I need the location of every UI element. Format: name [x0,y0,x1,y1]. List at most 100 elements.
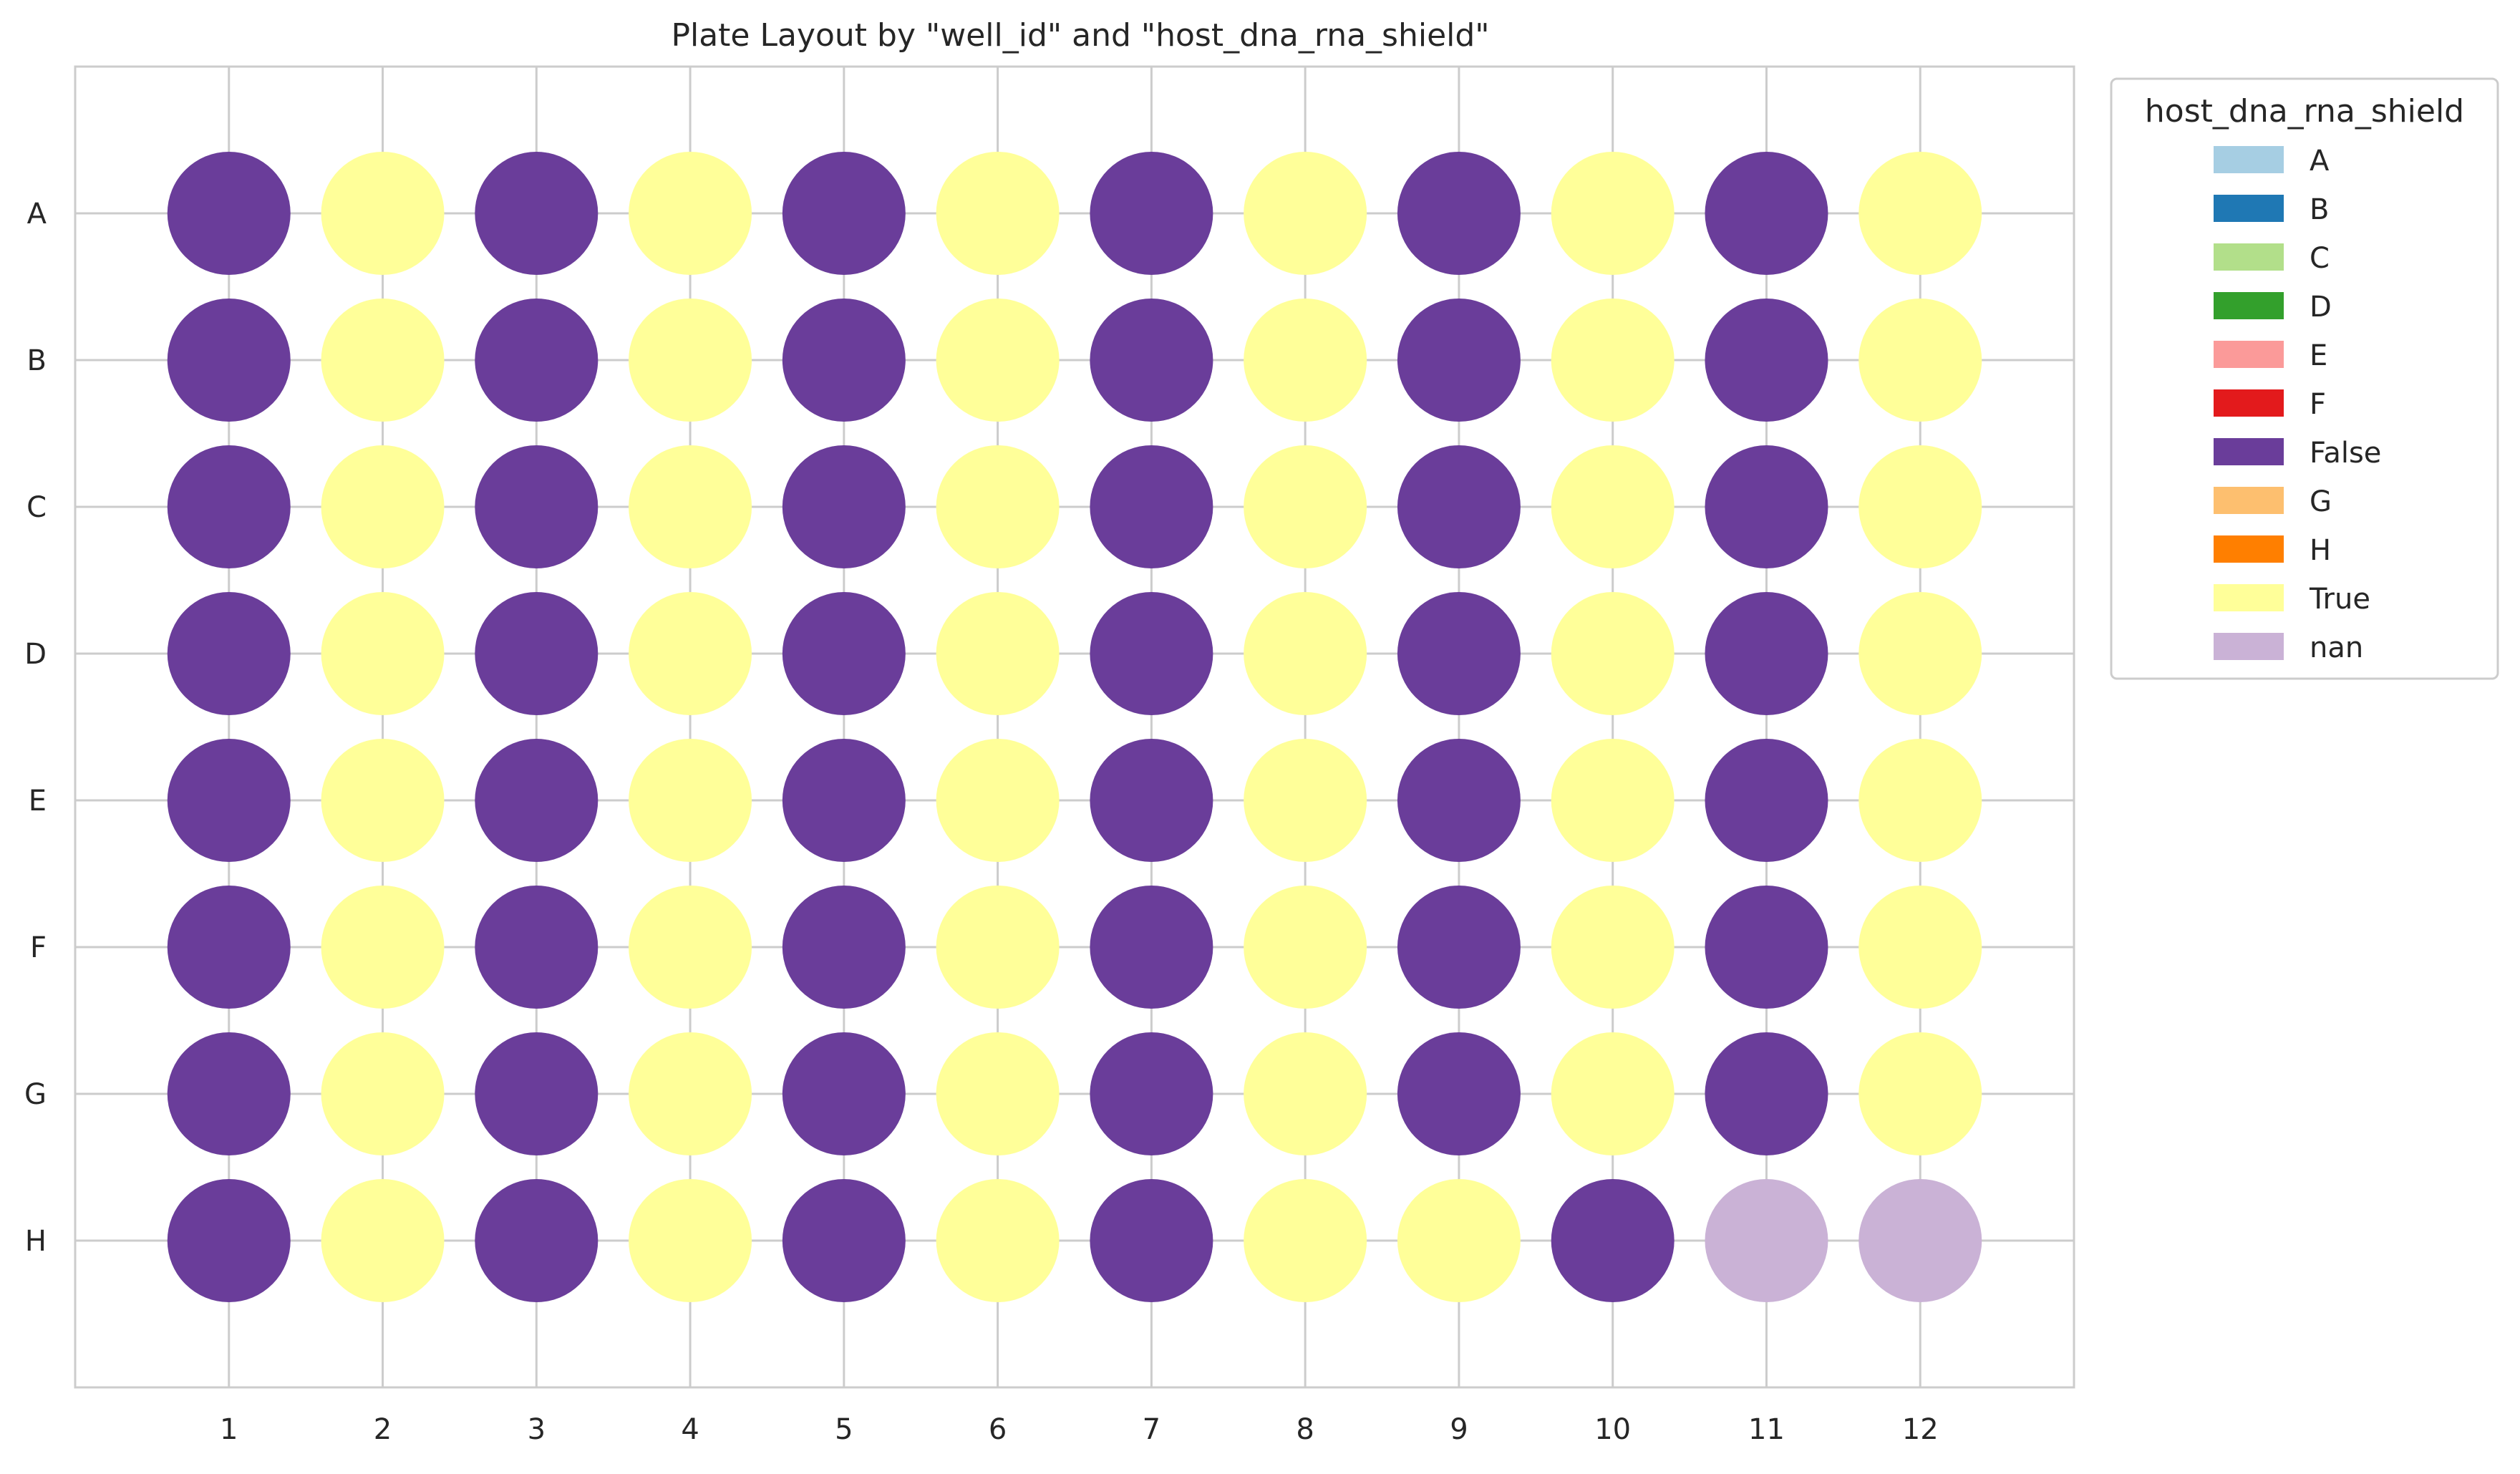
legend-label: H [2310,534,2331,567]
well-marker [629,445,752,568]
well-marker [1705,299,1828,422]
well-marker [167,1179,291,1302]
well-marker [1705,445,1828,568]
well-marker [1397,886,1521,1009]
well-marker [936,1032,1060,1155]
x-tick-label: 8 [1296,1413,1314,1446]
y-tick-label: C [26,491,47,524]
legend-swatch [2214,487,2284,514]
well-marker [321,299,445,422]
well-marker [1858,1179,1982,1302]
well-marker [629,739,752,862]
x-tick-label: 2 [374,1413,392,1446]
well-marker [1244,299,1367,422]
well-marker [1090,592,1213,715]
well-marker [1244,152,1367,275]
y-tick-label: D [24,638,47,671]
well-marker [1090,1032,1213,1155]
well-marker [1397,152,1521,275]
well-marker [1705,1179,1828,1302]
well-marker [167,1032,291,1155]
x-tick-labels: 1 2 3 4 5 6 7 8 9 10 11 12 [220,1413,1939,1446]
plot-frame [74,65,2075,1389]
well-marker [1705,1032,1828,1155]
well-marker [1244,1032,1367,1155]
y-tick-label: E [29,785,47,818]
well-marker [167,152,291,275]
legend-swatch [2214,535,2284,563]
legend-swatch [2214,243,2284,271]
well-marker [1244,886,1367,1009]
legend-swatch [2214,195,2284,222]
well-marker [1090,299,1213,422]
legend-swatch [2214,146,2284,173]
well-marker [167,299,291,422]
x-tick-label: 5 [835,1413,853,1446]
well-marker [1090,445,1213,568]
legend-frame [2110,77,2499,680]
well-marker [1397,299,1521,422]
well-marker [782,445,906,568]
well-marker [1705,886,1828,1009]
well-marker [1551,739,1675,862]
well-marker [321,886,445,1009]
well-marker [629,1179,752,1302]
well-marker [1244,445,1367,568]
well-marker [1858,739,1982,862]
well-marker [475,299,598,422]
well-marker [475,152,598,275]
y-tick-labels: A B C D E F G H [24,198,47,1258]
well-marker [1397,1032,1521,1155]
legend-label: G [2310,485,2332,518]
legend-swatch [2214,584,2284,611]
y-tick-label: G [24,1078,47,1111]
well-marker [475,886,598,1009]
legend-label: True [2309,583,2370,616]
well-marker [1551,1032,1675,1155]
well-marker [321,445,445,568]
well-marker [167,739,291,862]
x-tick-label: 10 [1594,1413,1631,1446]
well-marker [321,739,445,862]
legend-swatch [2214,633,2284,660]
x-tick-label: 9 [1450,1413,1468,1446]
well-marker [1244,592,1367,715]
well-marker [782,886,906,1009]
well-markers [167,152,1982,1302]
well-marker [1244,739,1367,862]
legend-swatch [2214,341,2284,368]
well-marker [1397,592,1521,715]
x-tick-label: 4 [681,1413,699,1446]
legend-label: A [2310,145,2330,178]
well-marker [936,299,1060,422]
well-marker [1705,152,1828,275]
well-marker [782,592,906,715]
well-marker [1858,152,1982,275]
well-marker [1090,1179,1213,1302]
well-marker [1090,739,1213,862]
well-marker [1090,152,1213,275]
x-tick-label: 7 [1143,1413,1160,1446]
well-marker [782,152,906,275]
legend-label: nan [2310,631,2363,664]
y-tick-label: F [30,931,47,964]
well-marker [475,1179,598,1302]
well-marker [1551,1179,1675,1302]
well-marker [475,1032,598,1155]
legend-label: F [2310,388,2326,421]
well-marker [1858,445,1982,568]
well-marker [629,152,752,275]
legend-label: B [2310,193,2329,226]
well-marker [1397,445,1521,568]
well-marker [1551,886,1675,1009]
well-marker [629,1032,752,1155]
well-marker [167,592,291,715]
well-marker [475,445,598,568]
legend-swatch [2214,292,2284,319]
y-tick-label: A [27,198,47,231]
well-marker [629,592,752,715]
well-marker [936,1179,1060,1302]
well-marker [475,592,598,715]
